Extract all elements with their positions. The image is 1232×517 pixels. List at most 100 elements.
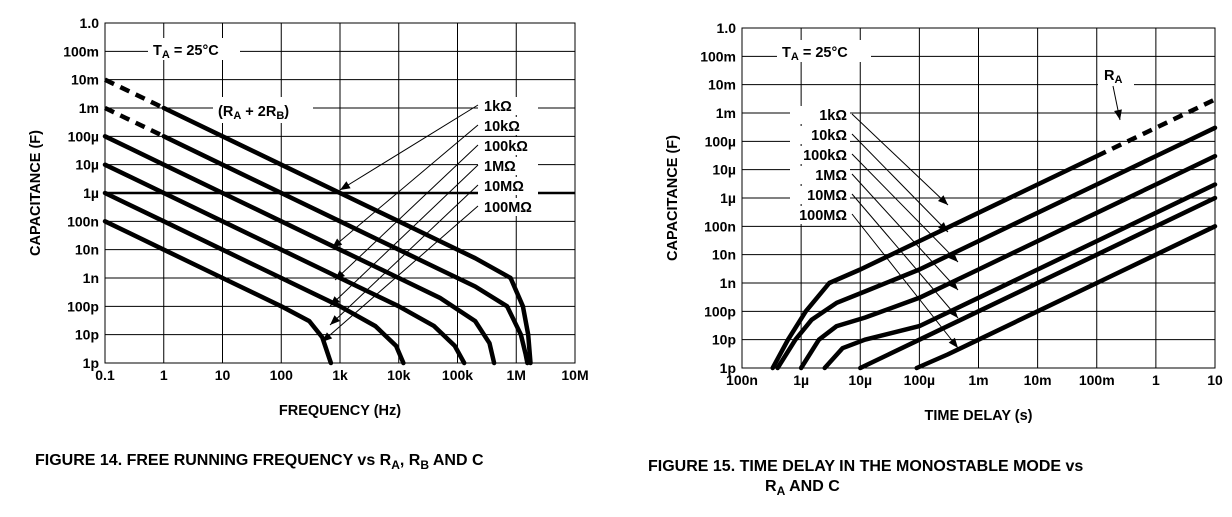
fig14-series-label: 100MΩ [484,200,532,216]
fig15-y-tick-label: 1m [716,105,736,121]
figure-15-caption-line2-suffix: AND C [785,478,840,495]
fig14-y-tick-label: 100m [63,43,99,59]
fig15-series-label: 1MΩ [815,168,847,184]
fig15-series-label: 1kΩ [819,108,847,124]
fig15-y-axis-label: CAPACITANCE (F) [665,135,681,261]
figure-15-caption-line2-sub: A [776,484,786,499]
fig14-series-arrow [329,164,479,307]
fig14-series-arrow [329,184,479,326]
fig15-y-tick-label: 1p [720,360,736,376]
fig15-y-tick-label: 10m [708,77,736,93]
fig14-series-arrow [321,205,479,343]
fig14-y-tick-label: 100n [67,213,99,229]
fig15-series-arrow-head [948,337,958,348]
figure-14-caption-mid: , R [399,452,421,469]
fig15-x-tick-label: 10 [1207,372,1223,388]
fig14-y-tick-label: 1p [83,355,99,371]
figure-15-caption-line1: FIGURE 15. TIME DELAY IN THE MONOSTABLE … [648,458,1084,475]
fig15-series-arrow-head [948,252,958,262]
fig15-series-line-dashed [1095,97,1216,159]
fig14-y-tick-label: 1m [79,100,99,116]
fig15-series-arrow [851,113,949,206]
fig14-series-line [102,134,497,366]
fig15-x-axis-label: TIME DELAY (s) [925,408,1033,424]
fig15-series-label-bg [790,206,850,224]
fig15-y-tick-label: 1µ [720,190,736,206]
fig15-y-tick-label: 100p [704,303,736,319]
fig15-x-tick-label: 1m [968,372,988,388]
fig15-y-tick-label: 100n [704,218,736,234]
fig14-series-label-bg [478,117,538,135]
fig14-x-tick-label: 100k [442,367,473,383]
fig14-series-line-dashed [104,77,165,111]
fig14-series-label: 1kΩ [484,99,512,115]
fig14-x-tick-label: 100 [270,367,294,383]
fig15-series-label: 10MΩ [807,188,847,204]
fig14-series-arrow-head [332,238,343,248]
fig15-y-tick-label: 10n [712,247,736,263]
fig14-y-tick-label: 10m [71,72,99,88]
fig14-x-tick-label: 1 [160,367,168,383]
fig15-series-arrow-head [938,222,948,232]
fig14-series-label-bg [478,177,538,195]
fig14-x-tick-label: 10 [215,367,231,383]
fig14-x-tick-label: 1M [507,367,526,383]
fig15-ra-label: RA [1104,68,1122,86]
figure-15-caption-line2-prefix: R [765,478,777,495]
fig15-x-tick-label: 100m [1079,372,1115,388]
fig15-series-label: 100kΩ [803,148,847,164]
fig15-series-arrow-head [948,279,958,290]
fig14-series-arrow-head [330,296,340,306]
fig15-y-tick-label: 100m [700,48,736,64]
fig15-temp-label-bg [777,40,871,62]
figure-14-caption-sub-a: A [391,458,400,473]
fig14-series-arrow [339,104,479,191]
fig14-x-axis-label: FREQUENCY (Hz) [279,403,401,419]
fig14-y-tick-label: 1µ [83,185,99,201]
fig15-series-label-bg [790,106,850,124]
fig15-x-tick-label: 100µ [904,372,935,388]
fig15-temperature-label: TA = 25°C [782,45,848,63]
fig14-series-line [102,219,334,366]
fig14-x-tick-label: 10M [561,367,588,383]
fig15-series-line [775,125,1218,371]
fig14-y-tick-label: 10n [75,242,99,258]
fig14-y-tick-label: 10µ [75,157,99,173]
fig14-x-tick-label: 1k [332,367,348,383]
fig14-x-tick-label: 10k [387,367,411,383]
figure-15-caption-line2: RA AND C [648,477,1083,501]
fig14-series-arrow-head [335,270,345,280]
fig15-series-arrow [851,193,959,319]
fig14-temperature-label: TA = 25°C [153,43,219,61]
fig15-series-arrow-head [948,307,958,318]
fig15-x-tick-label: 10µ [848,372,872,388]
fig15-y-tick-label: 1.0 [717,20,737,36]
fig14-y-tick-label: 10p [75,327,99,343]
fig14-y-axis-label: CAPACITANCE (F) [28,130,44,256]
fig15-series-arrow [851,173,959,291]
figure-15-caption: FIGURE 15. TIME DELAY IN THE MONOSTABLE … [648,457,1083,501]
fig15-series-line [798,153,1218,371]
fig15-series-arrow [851,213,959,349]
fig15-series-arrow [851,153,959,263]
fig15-x-tick-label: 100n [726,372,758,388]
fig14-series-label-bg [478,157,538,175]
fig14-series-arrow [331,124,479,249]
fig14-formula-label-bg [213,97,313,123]
fig14-series-label-bg [478,97,538,115]
fig15-y-tick-label: 100µ [705,133,736,149]
fig15-y-tick-label: 10µ [712,162,736,178]
fig15-series-label: 10kΩ [811,128,847,144]
fig14-series-line-dashed [104,105,165,139]
fig14-series-label: 1MΩ [484,159,516,175]
fig14-temp-label-bg [148,38,240,60]
fig15-series-line [770,153,1100,371]
fig14-series-arrow [334,144,479,281]
fig15-series-line [914,224,1218,371]
fig15-x-tick-label: 1µ [793,372,809,388]
fig15-ra-label-bg [1098,64,1134,86]
fig15-y-tick-label: 1n [720,275,736,291]
fig14-series-arrow-head [322,332,333,342]
figure-14-caption-text: FIGURE 14. FREE RUNNING FREQUENCY vs R [35,452,392,469]
